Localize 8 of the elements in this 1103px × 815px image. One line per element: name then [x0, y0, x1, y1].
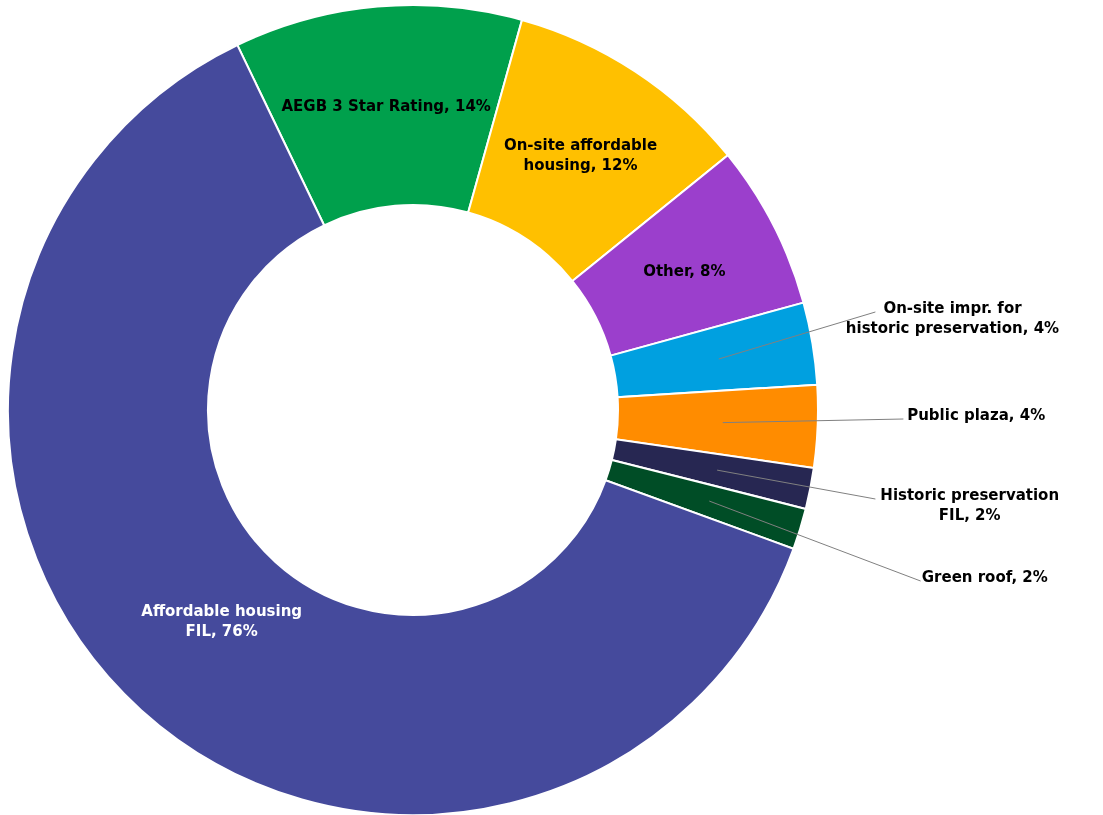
slice-label: Other, 8%: [643, 261, 726, 280]
slice-label: On-site impr. for historic preservation, 4%: [845, 299, 1060, 337]
slice-label: Affordable housing FIL, 76%: [141, 602, 303, 641]
slice-label: Public plaza, 4%: [907, 406, 1046, 424]
slice-label: AEGB 3 Star Rating, 14%: [281, 97, 491, 116]
slice-label: Green roof, 2%: [921, 568, 1048, 586]
slice-label: Historic preservation FIL, 2%: [880, 486, 1060, 524]
slice-label: On-site affordable housing, 12%: [503, 136, 658, 175]
